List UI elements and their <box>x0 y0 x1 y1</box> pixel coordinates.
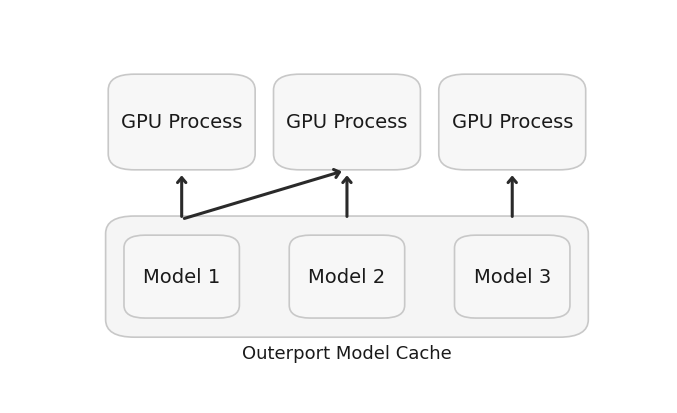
Text: GPU Process: GPU Process <box>286 113 408 132</box>
Text: GPU Process: GPU Process <box>121 113 242 132</box>
FancyBboxPatch shape <box>439 75 586 171</box>
FancyBboxPatch shape <box>106 216 588 337</box>
Text: Model 2: Model 2 <box>308 268 386 286</box>
FancyBboxPatch shape <box>454 235 570 318</box>
Text: GPU Process: GPU Process <box>452 113 573 132</box>
Text: Model 3: Model 3 <box>474 268 551 286</box>
Text: Outerport Model Cache: Outerport Model Cache <box>242 344 452 362</box>
FancyBboxPatch shape <box>124 235 240 318</box>
FancyBboxPatch shape <box>108 75 255 171</box>
FancyBboxPatch shape <box>274 75 420 171</box>
FancyBboxPatch shape <box>289 235 405 318</box>
Text: Model 1: Model 1 <box>143 268 220 286</box>
